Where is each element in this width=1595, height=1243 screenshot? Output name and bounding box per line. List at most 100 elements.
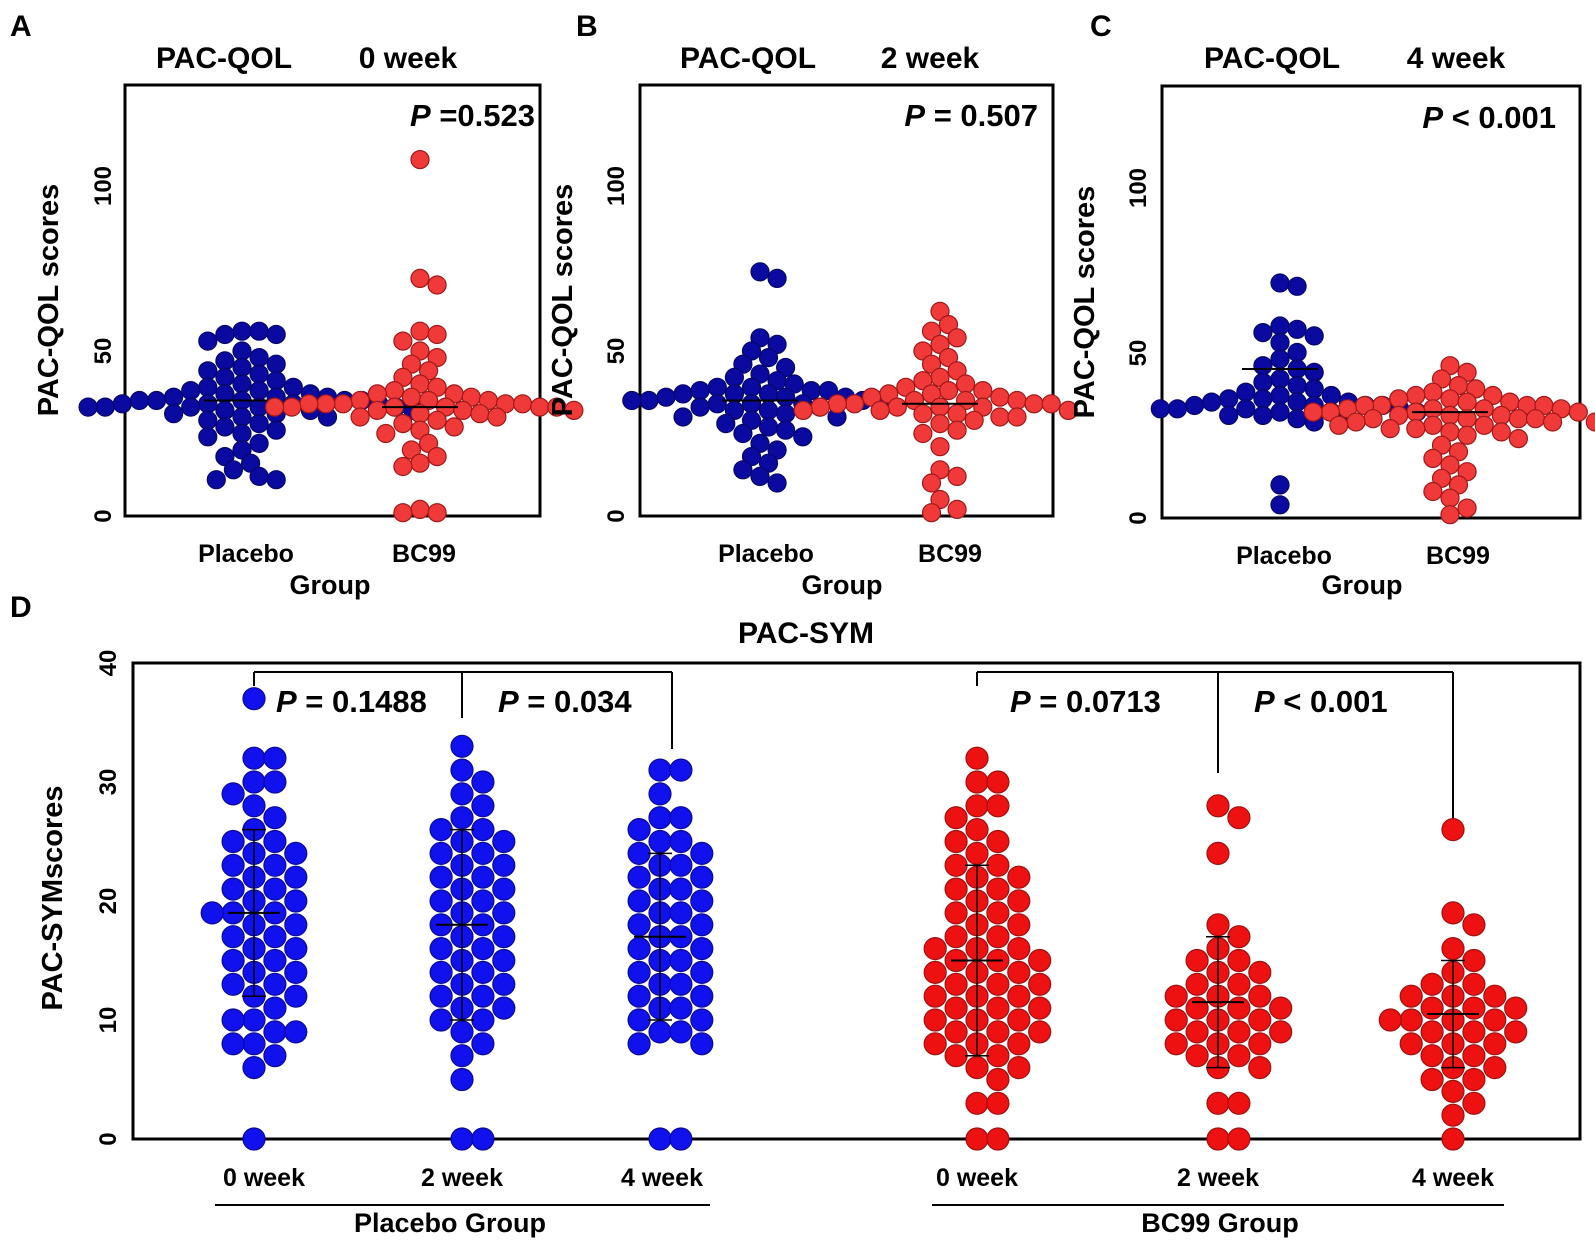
panel-d-placebo-week2-point xyxy=(450,734,474,758)
panel-a-placebo-point xyxy=(112,394,132,414)
panel-a-bc99-point xyxy=(393,456,413,477)
panel-d-placebo-week4-point xyxy=(627,1008,651,1032)
panel-d-bc99-week4-point xyxy=(1462,1020,1486,1044)
panel-b-ytick-100: 100 xyxy=(603,166,630,206)
panel-d-bc99-week0-point xyxy=(986,770,1010,794)
panel-d-bc99-week0-point xyxy=(965,770,989,794)
panel-d-bc99-week2-point xyxy=(1269,996,1293,1020)
panel-d-bc99-week4-point xyxy=(1420,1044,1444,1068)
panel-c-bc99-point xyxy=(1491,405,1511,425)
panel-d-placebo-week4-point xyxy=(648,758,672,782)
panel-d-placebo-week0-point xyxy=(242,794,266,818)
panel-d-placebo-week2-point xyxy=(471,770,495,794)
panel-d-bc99-week0-point xyxy=(1007,889,1031,913)
panel-d-bc99-week0-point xyxy=(965,1055,989,1080)
panel-c-title-measure: PAC-QOL xyxy=(1204,42,1340,75)
panel-d-placebo-week4-point xyxy=(690,1008,714,1032)
panel-a-bc99-point xyxy=(410,453,430,473)
panel-d-bc99-week0-point xyxy=(944,853,968,877)
panel-d: D PAC-SYM 0 10 20 30 40 PAC-SYMscores 0 … xyxy=(10,591,1582,1238)
panel-c-bc99-point xyxy=(1406,385,1426,406)
panel-d-xcat-bc99-2wk: 2 week xyxy=(1177,1164,1259,1192)
panel-d-p-values: P = 0.1488 P = 0.034 P = 0.0713 P < 0.00… xyxy=(276,684,1388,719)
panel-b-p-number: = 0.507 xyxy=(925,98,1038,133)
panel-b-bc99-point xyxy=(930,397,950,417)
panel-a-ytick-50: 50 xyxy=(90,338,117,365)
panel-d-placebo-week4-point xyxy=(669,853,693,877)
panel-c-bc99-point xyxy=(1457,498,1477,518)
panel-d-bc99-week4-point xyxy=(1462,913,1486,937)
panel-c-placebo-point xyxy=(1253,356,1273,376)
panel-b-placebo-point xyxy=(750,466,770,486)
panel-b-bc99-point xyxy=(964,410,984,430)
panel-d-bc99-week0-point xyxy=(1028,972,1052,996)
panel-a-bc99-point xyxy=(470,404,490,424)
panel-d-bc99-week0-point xyxy=(1007,1008,1031,1032)
panel-d-bc99-week0-point xyxy=(986,1044,1010,1068)
panel-d-bc99-week2-point xyxy=(1248,1055,1272,1080)
panel-a-bc99-point xyxy=(401,387,421,407)
panel-b-bc99-point xyxy=(913,404,933,424)
bc99-group-label: BC99 Group xyxy=(1141,1208,1299,1238)
panel-d-bc99-week4-point xyxy=(1420,996,1444,1020)
panel-a-placebo-point xyxy=(164,404,184,424)
panel-a-placebo-point xyxy=(95,397,115,417)
panel-b-bc99-point xyxy=(930,437,950,457)
panel-c-p-number: < 0.001 xyxy=(1443,100,1556,135)
panel-d-placebo-week0-point xyxy=(263,877,287,901)
panel-d-bc99-week2-point xyxy=(1185,948,1209,973)
panel-b-placebo-point xyxy=(673,407,693,427)
p-bc99-0-vs-2-label: P xyxy=(1010,684,1031,719)
panel-d-bc99-week2-point xyxy=(1227,996,1251,1020)
panel-c-placebo-point xyxy=(1167,399,1188,419)
panel-a-bc99-point xyxy=(265,397,285,417)
panel-a-placebo-point xyxy=(78,397,98,417)
panel-a-bc99-point xyxy=(410,321,430,341)
panel-a-p-label: P xyxy=(410,98,431,133)
p-placebo-0-vs-2-value: = 0.1488 xyxy=(297,684,427,719)
panel-d-placebo-week0-point xyxy=(263,770,287,794)
panel-d-placebo-week4-point xyxy=(669,901,693,925)
panel-c-placebo-point xyxy=(1219,405,1239,425)
p-bc99-2-vs-4-value: < 0.001 xyxy=(1275,684,1388,719)
panel-d-bc99-week4-point xyxy=(1378,1008,1402,1032)
panel-d-placebo-week0-point xyxy=(242,1032,266,1056)
panel-a-y-axis-label: PAC-QOL scores xyxy=(33,184,65,417)
panel-d-placebo-week0-point xyxy=(221,1032,245,1056)
panel-d-placebo-week4-point xyxy=(690,841,714,866)
panel-d-title: PAC-SYM xyxy=(738,617,874,650)
panel-c-placebo-point xyxy=(1287,392,1307,412)
panel-d-placebo-week0-point xyxy=(284,984,308,1008)
panel-c-bc99-point xyxy=(1440,405,1460,425)
panel-b-placebo-point xyxy=(741,394,762,414)
panel-d-placebo-week2-point xyxy=(492,996,516,1020)
panel-b-bc99-point xyxy=(955,374,976,394)
panel-d-placebo-week4-point xyxy=(690,984,714,1008)
panel-b-bc99-point xyxy=(1007,407,1027,427)
panel-c-bc99-point xyxy=(1483,385,1503,406)
panel-b-placebo-point xyxy=(767,268,787,288)
panel-d-placebo-week0-point xyxy=(263,806,287,830)
panel-c-placebo-point xyxy=(1304,326,1324,346)
panel-c-placebo-point xyxy=(1201,392,1222,412)
panel-a-bc99-point xyxy=(393,503,413,523)
panel-a-placebo-point xyxy=(249,381,269,401)
panel-c-x-axis-label: Group xyxy=(1322,570,1403,600)
placebo-group-label: Placebo Group xyxy=(354,1208,546,1238)
panel-b-p-label: P xyxy=(904,98,925,133)
panel-c-bc99-point xyxy=(1542,412,1563,432)
panel-d-bc99-week0-point xyxy=(944,829,968,854)
panel-d-placebo-week0-point xyxy=(263,1044,287,1068)
panel-a-placebo-point xyxy=(129,390,149,411)
panel-label-d: D xyxy=(10,591,32,624)
panel-d-bc99-week0-point xyxy=(923,1032,947,1056)
panel-d-placebo-week2-point xyxy=(492,853,516,877)
panel-a-bc99-point xyxy=(384,381,404,401)
panel-d-bc99-week4-point xyxy=(1483,1055,1507,1080)
panel-d-bc99-week4-point xyxy=(1399,984,1423,1008)
panel-d-bc99-week2-point xyxy=(1248,960,1272,985)
panel-b-placebo-point xyxy=(818,381,839,401)
panel-c-bc99-point xyxy=(1474,399,1494,419)
panel-d-bc99-week0-point xyxy=(1028,996,1052,1020)
panel-d-y-ticks: 0 10 20 30 40 xyxy=(95,650,122,1146)
